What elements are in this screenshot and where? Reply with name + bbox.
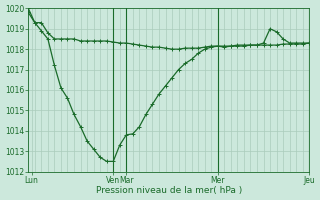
X-axis label: Pression niveau de la mer( hPa ): Pression niveau de la mer( hPa ) <box>96 186 242 195</box>
